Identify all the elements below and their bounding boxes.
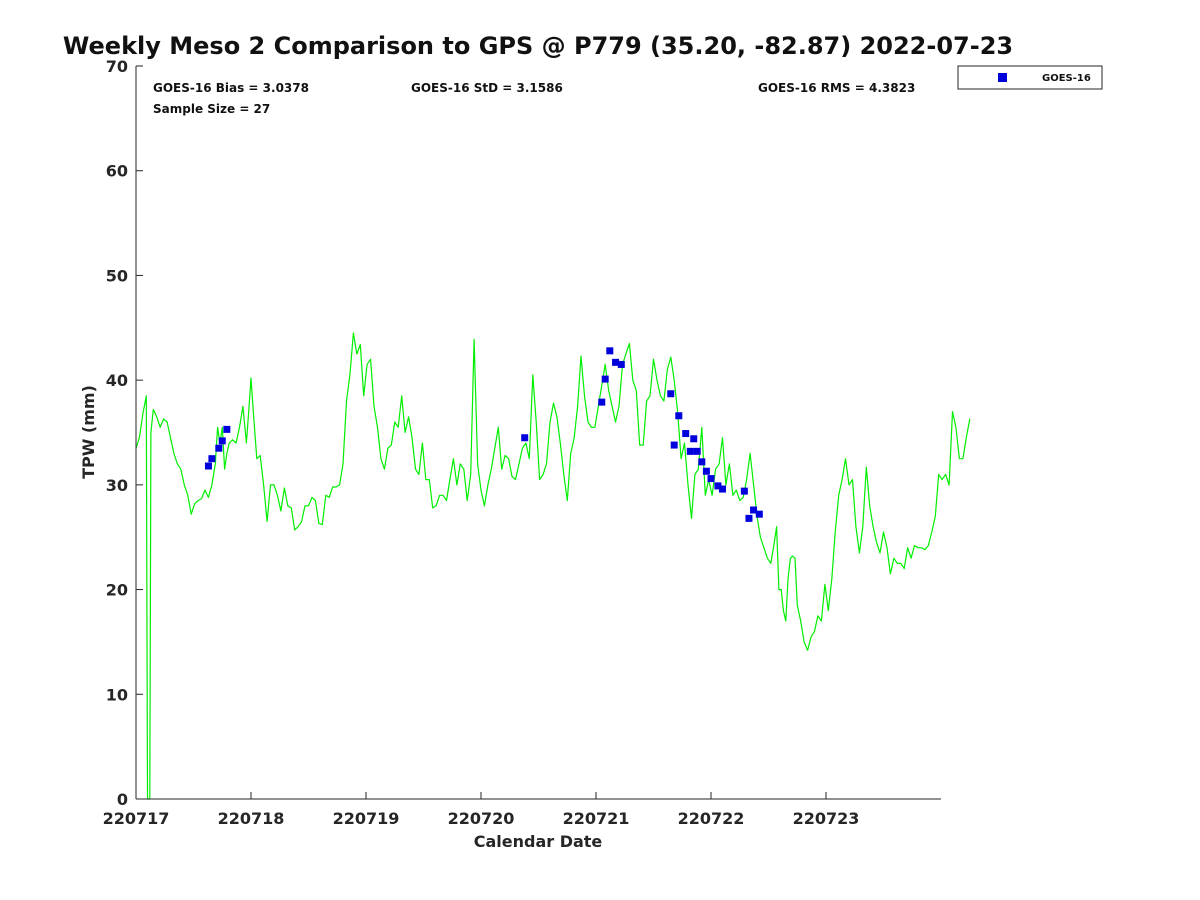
goes16-point: [218, 437, 226, 445]
y-tick-label: 30: [106, 476, 128, 495]
chart-title: Weekly Meso 2 Comparison to GPS @ P779 (…: [63, 32, 1013, 60]
legend-label-goes16: GOES-16: [1042, 73, 1091, 84]
goes16-point: [745, 514, 753, 522]
gps-series: [135, 332, 971, 800]
goes16-point: [601, 375, 609, 383]
y-tick-label: 10: [106, 685, 128, 704]
goes16-point: [682, 430, 690, 438]
y-tick-label: 20: [106, 581, 128, 600]
x-tick-label: 220720: [448, 809, 515, 828]
goes16-series: [204, 347, 763, 522]
goes16-point: [719, 485, 726, 493]
gps-series-line: [135, 332, 971, 800]
goes16-point: [606, 347, 614, 355]
y-tick-label: 70: [106, 57, 128, 76]
goes16-point: [215, 444, 223, 452]
goes16-point: [223, 425, 231, 433]
legend-marker-goes16: [998, 73, 1007, 82]
goes16-point: [598, 398, 606, 406]
legend: GOES-16: [957, 65, 1103, 90]
goes16-point: [617, 360, 625, 368]
x-tick-label: 220719: [333, 809, 400, 828]
x-tick-label: 220718: [218, 809, 285, 828]
goes16-point: [755, 510, 763, 518]
x-tick-label: 220723: [793, 809, 860, 828]
bias-stat: GOES-16 Bias = 3.0378: [153, 81, 309, 95]
x-tick-label: 220717: [103, 809, 170, 828]
x-tick-label: 220722: [678, 809, 745, 828]
goes16-point: [208, 455, 216, 463]
rms-stat: GOES-16 RMS = 4.3823: [758, 81, 915, 95]
y-tick-label: 0: [117, 790, 128, 809]
sample-size-stat: Sample Size = 27: [153, 102, 270, 116]
goes16-point: [698, 458, 706, 466]
y-axis-label: TPW (mm): [79, 385, 98, 479]
goes16-point: [693, 447, 701, 455]
goes16-point: [204, 462, 212, 470]
legend-box: [957, 65, 1103, 90]
x-axis-ticks: 220717 220718 220719 220720 220721 220722 2207…: [103, 792, 860, 828]
goes16-point: [707, 475, 715, 483]
goes16-point: [740, 487, 748, 495]
x-axis-label: Calendar Date: [474, 832, 603, 851]
goes16-point: [612, 358, 620, 366]
goes16-point: [670, 441, 678, 449]
std-stat: GOES-16 StD = 3.1586: [411, 81, 563, 95]
y-tick-label: 50: [106, 266, 128, 285]
plot-area: [136, 66, 941, 799]
goes16-point: [675, 412, 683, 420]
goes16-point: [750, 506, 758, 514]
goes16-point: [686, 447, 694, 455]
goes16-point: [667, 390, 675, 398]
goes16-point: [690, 435, 698, 443]
y-axis-ticks: 0 10 20 30 40 50 60 70: [106, 57, 143, 809]
goes16-point: [714, 482, 722, 490]
y-tick-label: 40: [106, 371, 128, 390]
goes16-point: [702, 467, 710, 475]
goes16-point: [521, 434, 529, 442]
x-tick-label: 220721: [563, 809, 630, 828]
y-tick-label: 60: [106, 162, 128, 181]
